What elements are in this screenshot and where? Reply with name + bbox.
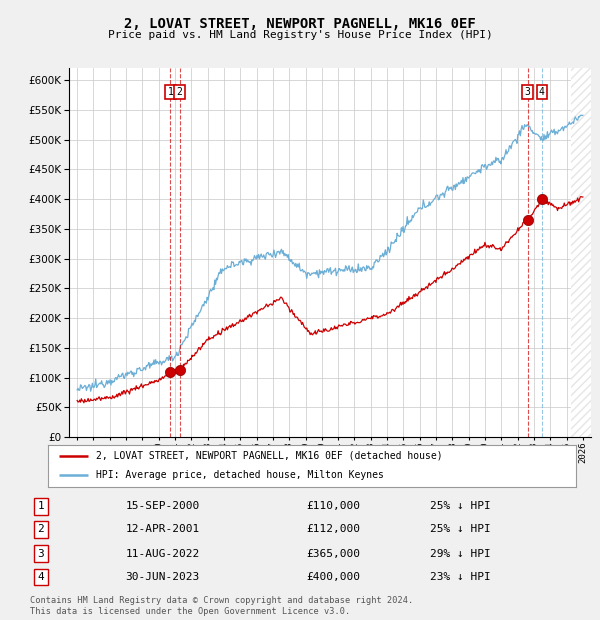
Text: £365,000: £365,000	[306, 549, 360, 559]
Text: £112,000: £112,000	[306, 525, 360, 534]
Point	[175, 366, 184, 376]
Text: 25% ↓ HPI: 25% ↓ HPI	[430, 525, 491, 534]
Text: 4: 4	[38, 572, 44, 582]
Point	[166, 366, 175, 376]
Text: Contains HM Land Registry data © Crown copyright and database right 2024.
This d: Contains HM Land Registry data © Crown c…	[30, 596, 413, 616]
Text: 23% ↓ HPI: 23% ↓ HPI	[430, 572, 491, 582]
Text: 1: 1	[38, 501, 44, 512]
Text: 2: 2	[38, 525, 44, 534]
Point	[537, 194, 547, 204]
Text: 29% ↓ HPI: 29% ↓ HPI	[430, 549, 491, 559]
Text: 3: 3	[38, 549, 44, 559]
Text: 12-APR-2001: 12-APR-2001	[125, 525, 200, 534]
Bar	[571, 68, 591, 437]
Text: 1: 1	[167, 87, 173, 97]
Text: HPI: Average price, detached house, Milton Keynes: HPI: Average price, detached house, Milt…	[95, 471, 383, 480]
Point	[523, 215, 532, 225]
Text: 2, LOVAT STREET, NEWPORT PAGNELL, MK16 0EF (detached house): 2, LOVAT STREET, NEWPORT PAGNELL, MK16 0…	[95, 451, 442, 461]
Text: 2: 2	[176, 87, 182, 97]
Text: 4: 4	[539, 87, 545, 97]
Text: £400,000: £400,000	[306, 572, 360, 582]
Text: 2, LOVAT STREET, NEWPORT PAGNELL, MK16 0EF: 2, LOVAT STREET, NEWPORT PAGNELL, MK16 0…	[124, 17, 476, 32]
Text: 11-AUG-2022: 11-AUG-2022	[125, 549, 200, 559]
Text: Price paid vs. HM Land Registry's House Price Index (HPI): Price paid vs. HM Land Registry's House …	[107, 30, 493, 40]
Text: 15-SEP-2000: 15-SEP-2000	[125, 501, 200, 512]
Bar	[571, 68, 591, 437]
Text: 3: 3	[524, 87, 530, 97]
Text: 25% ↓ HPI: 25% ↓ HPI	[430, 501, 491, 512]
Text: £110,000: £110,000	[306, 501, 360, 512]
Text: 30-JUN-2023: 30-JUN-2023	[125, 572, 200, 582]
